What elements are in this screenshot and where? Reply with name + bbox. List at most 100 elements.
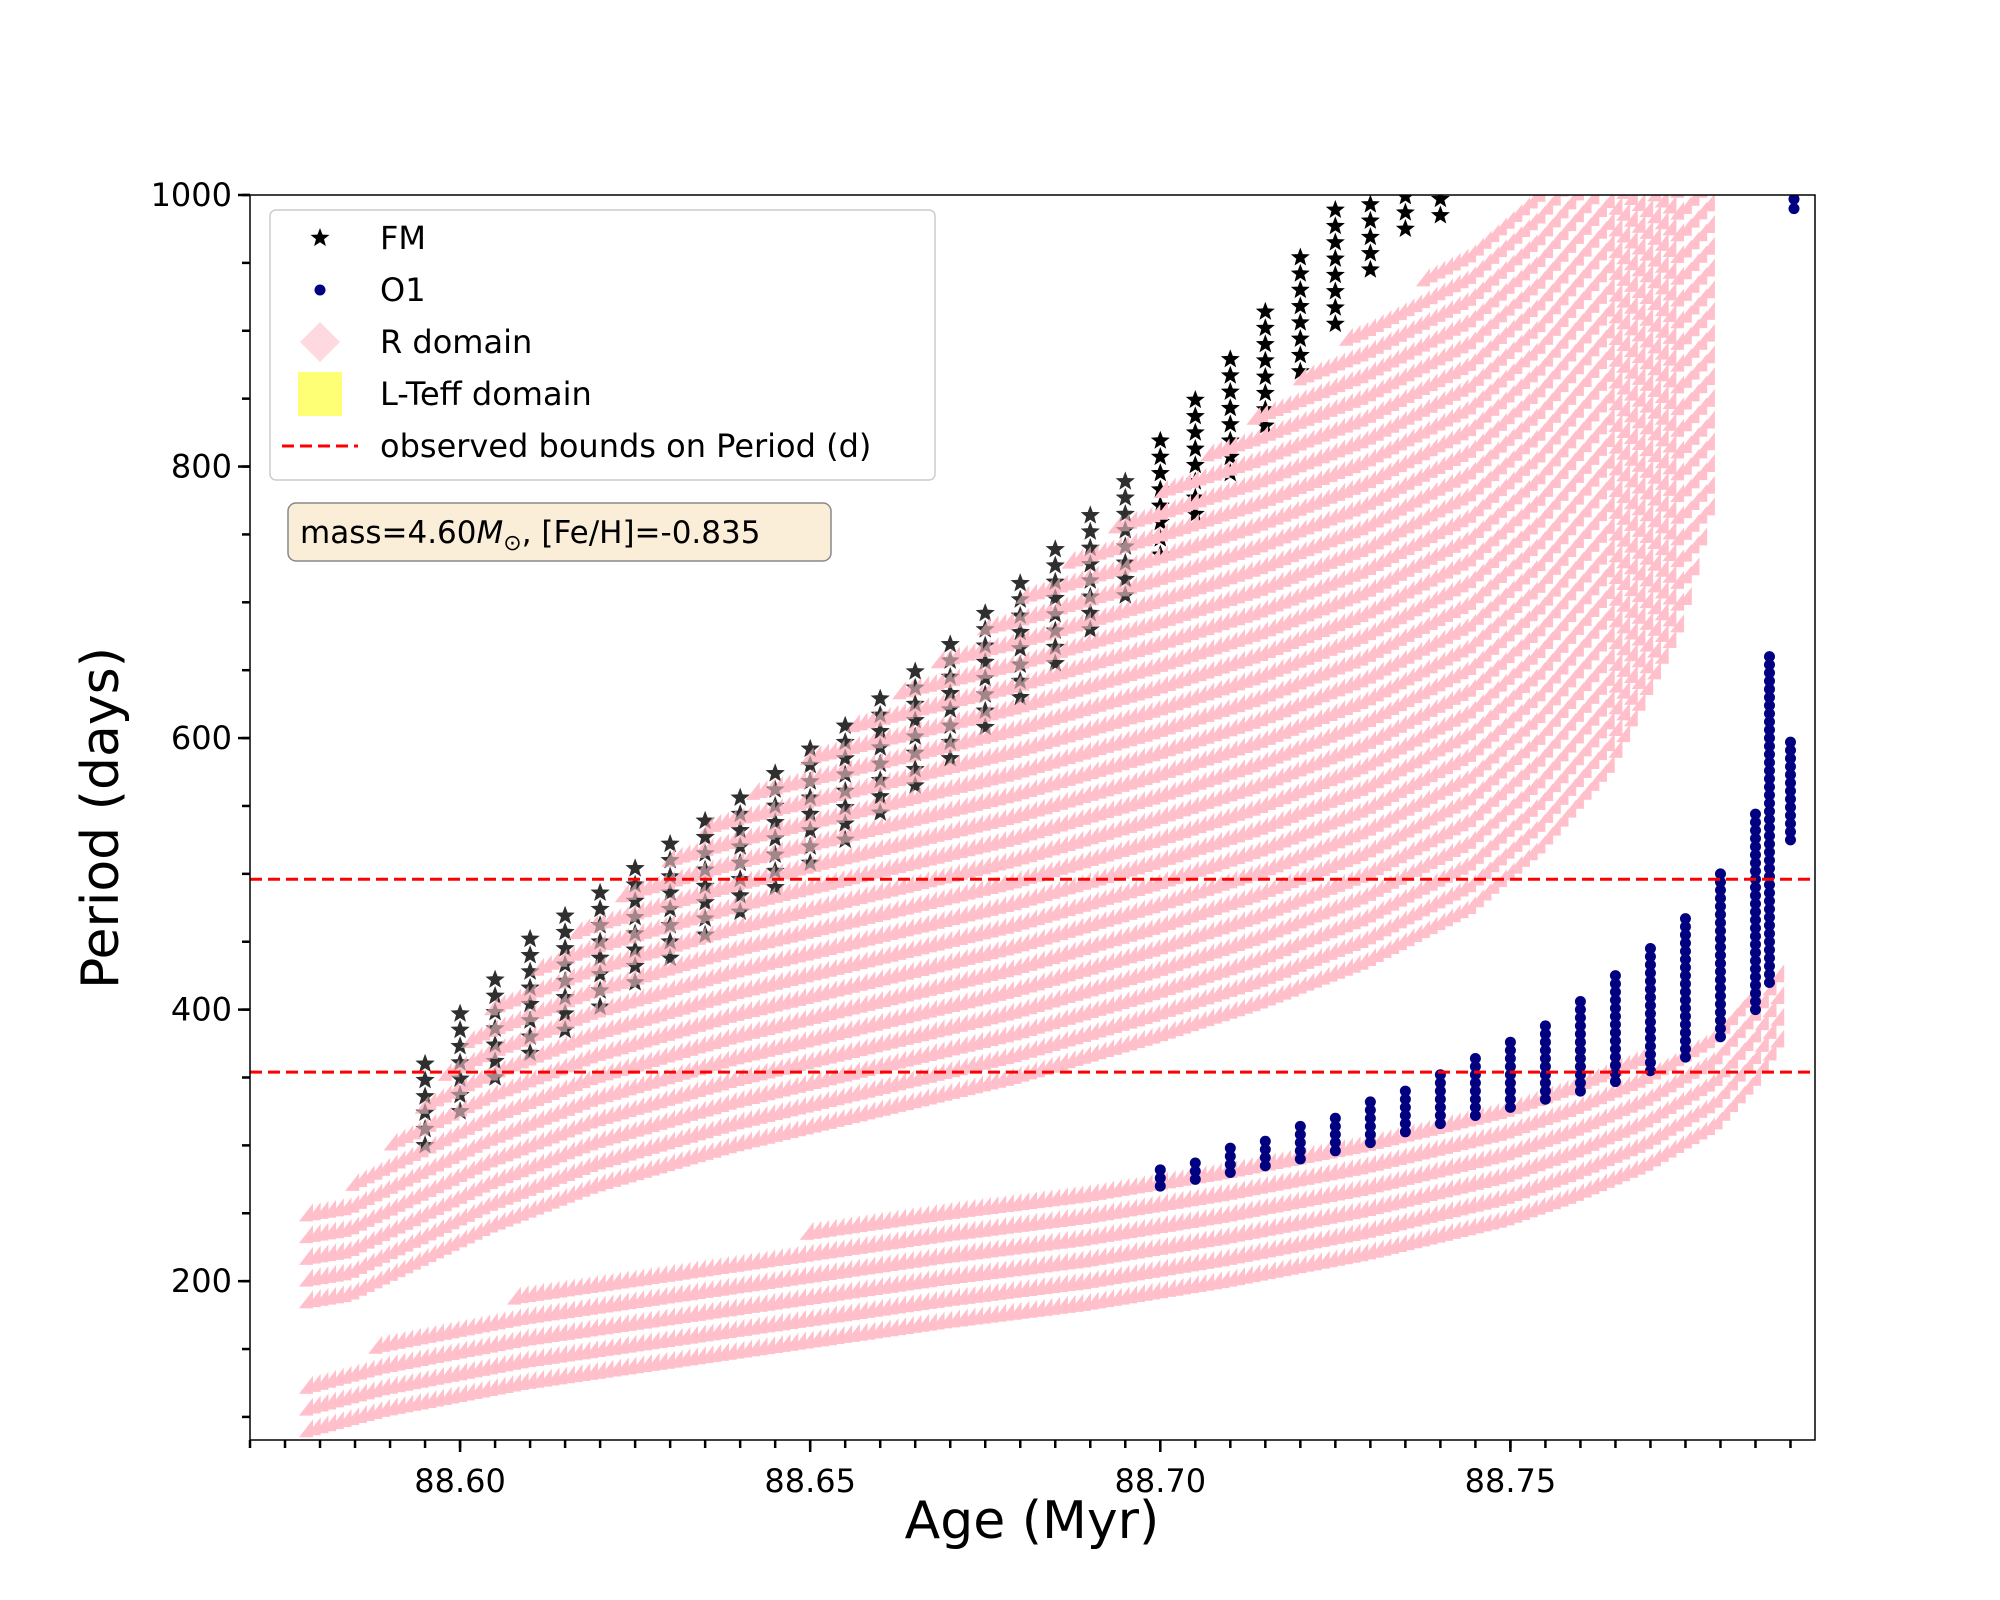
fm-point <box>1255 383 1275 402</box>
r-domain-upper-point <box>1531 249 1546 268</box>
r-domain-upper-point <box>1516 392 1531 411</box>
r-domain-upper-point <box>1500 406 1515 425</box>
r-domain-upper-point <box>1569 703 1584 722</box>
r-domain-upper-point <box>1539 652 1554 671</box>
r-domain-upper-point <box>1531 509 1546 528</box>
r-domain-upper-point <box>1462 418 1477 437</box>
r-domain-upper-point <box>1516 653 1531 672</box>
r-domain-upper-point <box>1516 197 1531 216</box>
r-domain-upper-point <box>1585 772 1600 791</box>
r-domain-upper-point <box>1554 765 1569 784</box>
r-domain-upper-point <box>1585 729 1600 748</box>
r-domain-upper-point <box>1485 832 1500 851</box>
r-domain-upper-point <box>1662 325 1677 344</box>
r-domain-lower-point <box>1677 1087 1692 1106</box>
r-domain-upper-point <box>1462 765 1477 784</box>
r-domain-upper-point <box>1569 291 1584 310</box>
r-domain-upper-point <box>1469 628 1484 647</box>
r-domain-upper-point <box>1623 534 1638 553</box>
r-domain-upper-point <box>1477 860 1492 879</box>
r-domain-upper-point <box>1546 556 1561 575</box>
r-domain-upper-point <box>1616 702 1631 721</box>
r-domain-upper-point <box>1508 247 1523 266</box>
r-domain-upper-point <box>1616 224 1631 243</box>
r-domain-upper-point <box>1531 487 1546 506</box>
r-domain-upper-point <box>1569 377 1584 396</box>
r-domain-upper-point <box>1523 690 1538 709</box>
r-domain-upper-point <box>1469 454 1484 473</box>
r-domain-upper-point <box>1631 345 1646 364</box>
r-domain-upper-point <box>1569 616 1584 635</box>
r-domain-upper-point <box>1531 335 1546 354</box>
r-domain-upper-point <box>1639 677 1654 696</box>
r-domain-upper-point <box>1616 195 1631 200</box>
r-domain-upper-point <box>1508 486 1523 505</box>
fm-point <box>1255 334 1275 353</box>
r-domain-upper-point <box>1477 317 1492 336</box>
r-domain-upper-point <box>1469 758 1484 777</box>
r-domain-upper-point <box>1562 386 1577 405</box>
r-domain-lower-point <box>1724 1028 1739 1047</box>
r-domain-upper-point <box>1569 421 1584 440</box>
r-domain-upper-point <box>1631 671 1646 690</box>
r-domain-upper-point <box>1593 329 1608 348</box>
r-domain-upper-point <box>1562 195 1577 210</box>
r-domain-upper-point <box>1523 646 1538 665</box>
r-domain-upper-point <box>1700 454 1715 473</box>
r-domain-upper-point <box>1477 795 1492 814</box>
r-domain-upper-point <box>476 1131 491 1150</box>
r-domain-upper-point <box>1623 491 1638 510</box>
fm-point <box>1325 232 1345 251</box>
r-domain-upper-point <box>1562 756 1577 775</box>
r-domain-lower-point <box>1647 1083 1662 1102</box>
r-domain-upper-point <box>1631 475 1646 494</box>
r-domain-upper-point <box>1616 506 1631 525</box>
r-domain-upper-point <box>1500 558 1515 577</box>
r-domain-upper-point <box>1608 392 1623 411</box>
r-domain-lower-point <box>1015 1235 1030 1254</box>
r-domain-upper-point <box>1531 792 1546 811</box>
r-domain-upper-point <box>1600 363 1615 382</box>
r-domain-upper-point <box>1623 295 1638 314</box>
r-domain-upper-point <box>1631 497 1646 516</box>
r-domain-upper-point <box>1608 479 1623 498</box>
r-domain-upper-point <box>1623 195 1638 206</box>
r-domain-upper-point <box>1562 300 1577 319</box>
r-domain-upper-point <box>1492 651 1507 670</box>
r-domain-upper-point <box>1508 312 1523 331</box>
r-domain-upper-point <box>1631 649 1646 668</box>
r-domain-upper-point <box>1623 469 1638 488</box>
r-domain-lower-point <box>1639 1109 1654 1128</box>
r-domain-upper-point <box>1623 339 1638 358</box>
r-domain-upper-point <box>1631 453 1646 472</box>
r-domain-upper-point <box>1554 656 1569 675</box>
fm-point <box>1185 455 1205 474</box>
r-domain-upper-point <box>1492 825 1507 844</box>
r-domain-upper-point <box>1539 761 1554 780</box>
r-domain-lower-point <box>1015 1213 1030 1232</box>
fm-point <box>1290 247 1310 266</box>
r-domain-upper-point <box>1569 595 1584 614</box>
r-domain-upper-point <box>1654 624 1669 643</box>
r-domain-upper-point <box>1469 259 1484 278</box>
fm-point <box>1290 296 1310 315</box>
r-domain-upper-point <box>1562 495 1577 514</box>
fm-point <box>1360 227 1380 246</box>
r-domain-upper-point <box>1492 326 1507 345</box>
r-domain-upper-point <box>1593 199 1608 218</box>
r-domain-upper-point <box>1693 527 1708 546</box>
r-domain-upper-point <box>1585 360 1600 379</box>
r-domain-upper-point <box>1531 444 1546 463</box>
r-domain-upper-point <box>1585 229 1600 248</box>
r-domain-upper-point <box>1639 220 1654 239</box>
r-domain-upper-point <box>1654 471 1669 490</box>
r-domain-upper-point <box>1492 499 1507 518</box>
r-domain-upper-point <box>1670 245 1685 264</box>
r-domain-upper-point <box>1654 515 1669 534</box>
r-domain-upper-point <box>1616 637 1631 656</box>
r-domain-upper-point <box>1477 535 1492 554</box>
r-domain-upper-point <box>1469 324 1484 343</box>
r-domain-upper-point <box>1631 388 1646 407</box>
r-domain-lower-point <box>1731 1041 1746 1060</box>
r-domain-upper-point <box>1600 515 1615 534</box>
